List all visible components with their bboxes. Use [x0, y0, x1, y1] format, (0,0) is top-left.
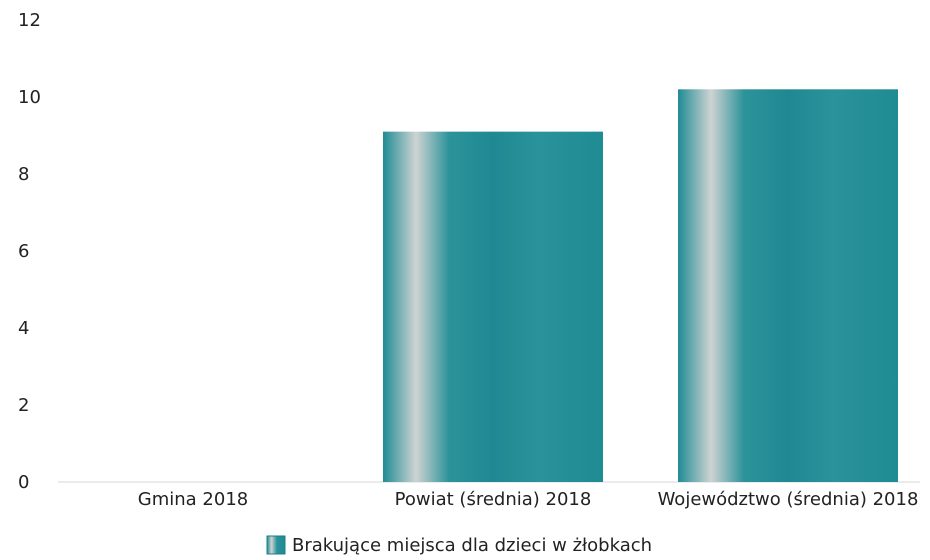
- bars-group: [383, 89, 898, 483]
- y-axis-tick-label: 0: [18, 472, 29, 493]
- legend-swatch: [266, 535, 286, 555]
- y-axis-tick-label: 2: [18, 395, 29, 416]
- y-axis-tick-labels: 0 2 4 6 8 10 12: [18, 10, 41, 493]
- y-axis-tick-label: 10: [18, 87, 41, 108]
- x-axis-category-labels: Gmina 2018 Powiat (średnia) 2018 Województ…: [138, 489, 919, 510]
- x-axis-category-label: Powiat (średnia) 2018: [395, 489, 592, 510]
- y-axis-tick-label: 12: [18, 10, 41, 31]
- y-axis-tick-label: 4: [18, 318, 29, 339]
- x-axis-category-label: Województwo (średnia) 2018: [658, 489, 919, 510]
- bar: [678, 89, 898, 483]
- y-axis-tick-label: 8: [18, 164, 29, 185]
- bar: [383, 131, 603, 482]
- legend: Brakujące miejsca dla dzieci w żłobkach: [266, 535, 652, 556]
- x-axis-category-label: Gmina 2018: [138, 489, 248, 510]
- y-axis-tick-label: 6: [18, 241, 29, 262]
- legend-label: Brakujące miejsca dla dzieci w żłobkach: [292, 535, 652, 556]
